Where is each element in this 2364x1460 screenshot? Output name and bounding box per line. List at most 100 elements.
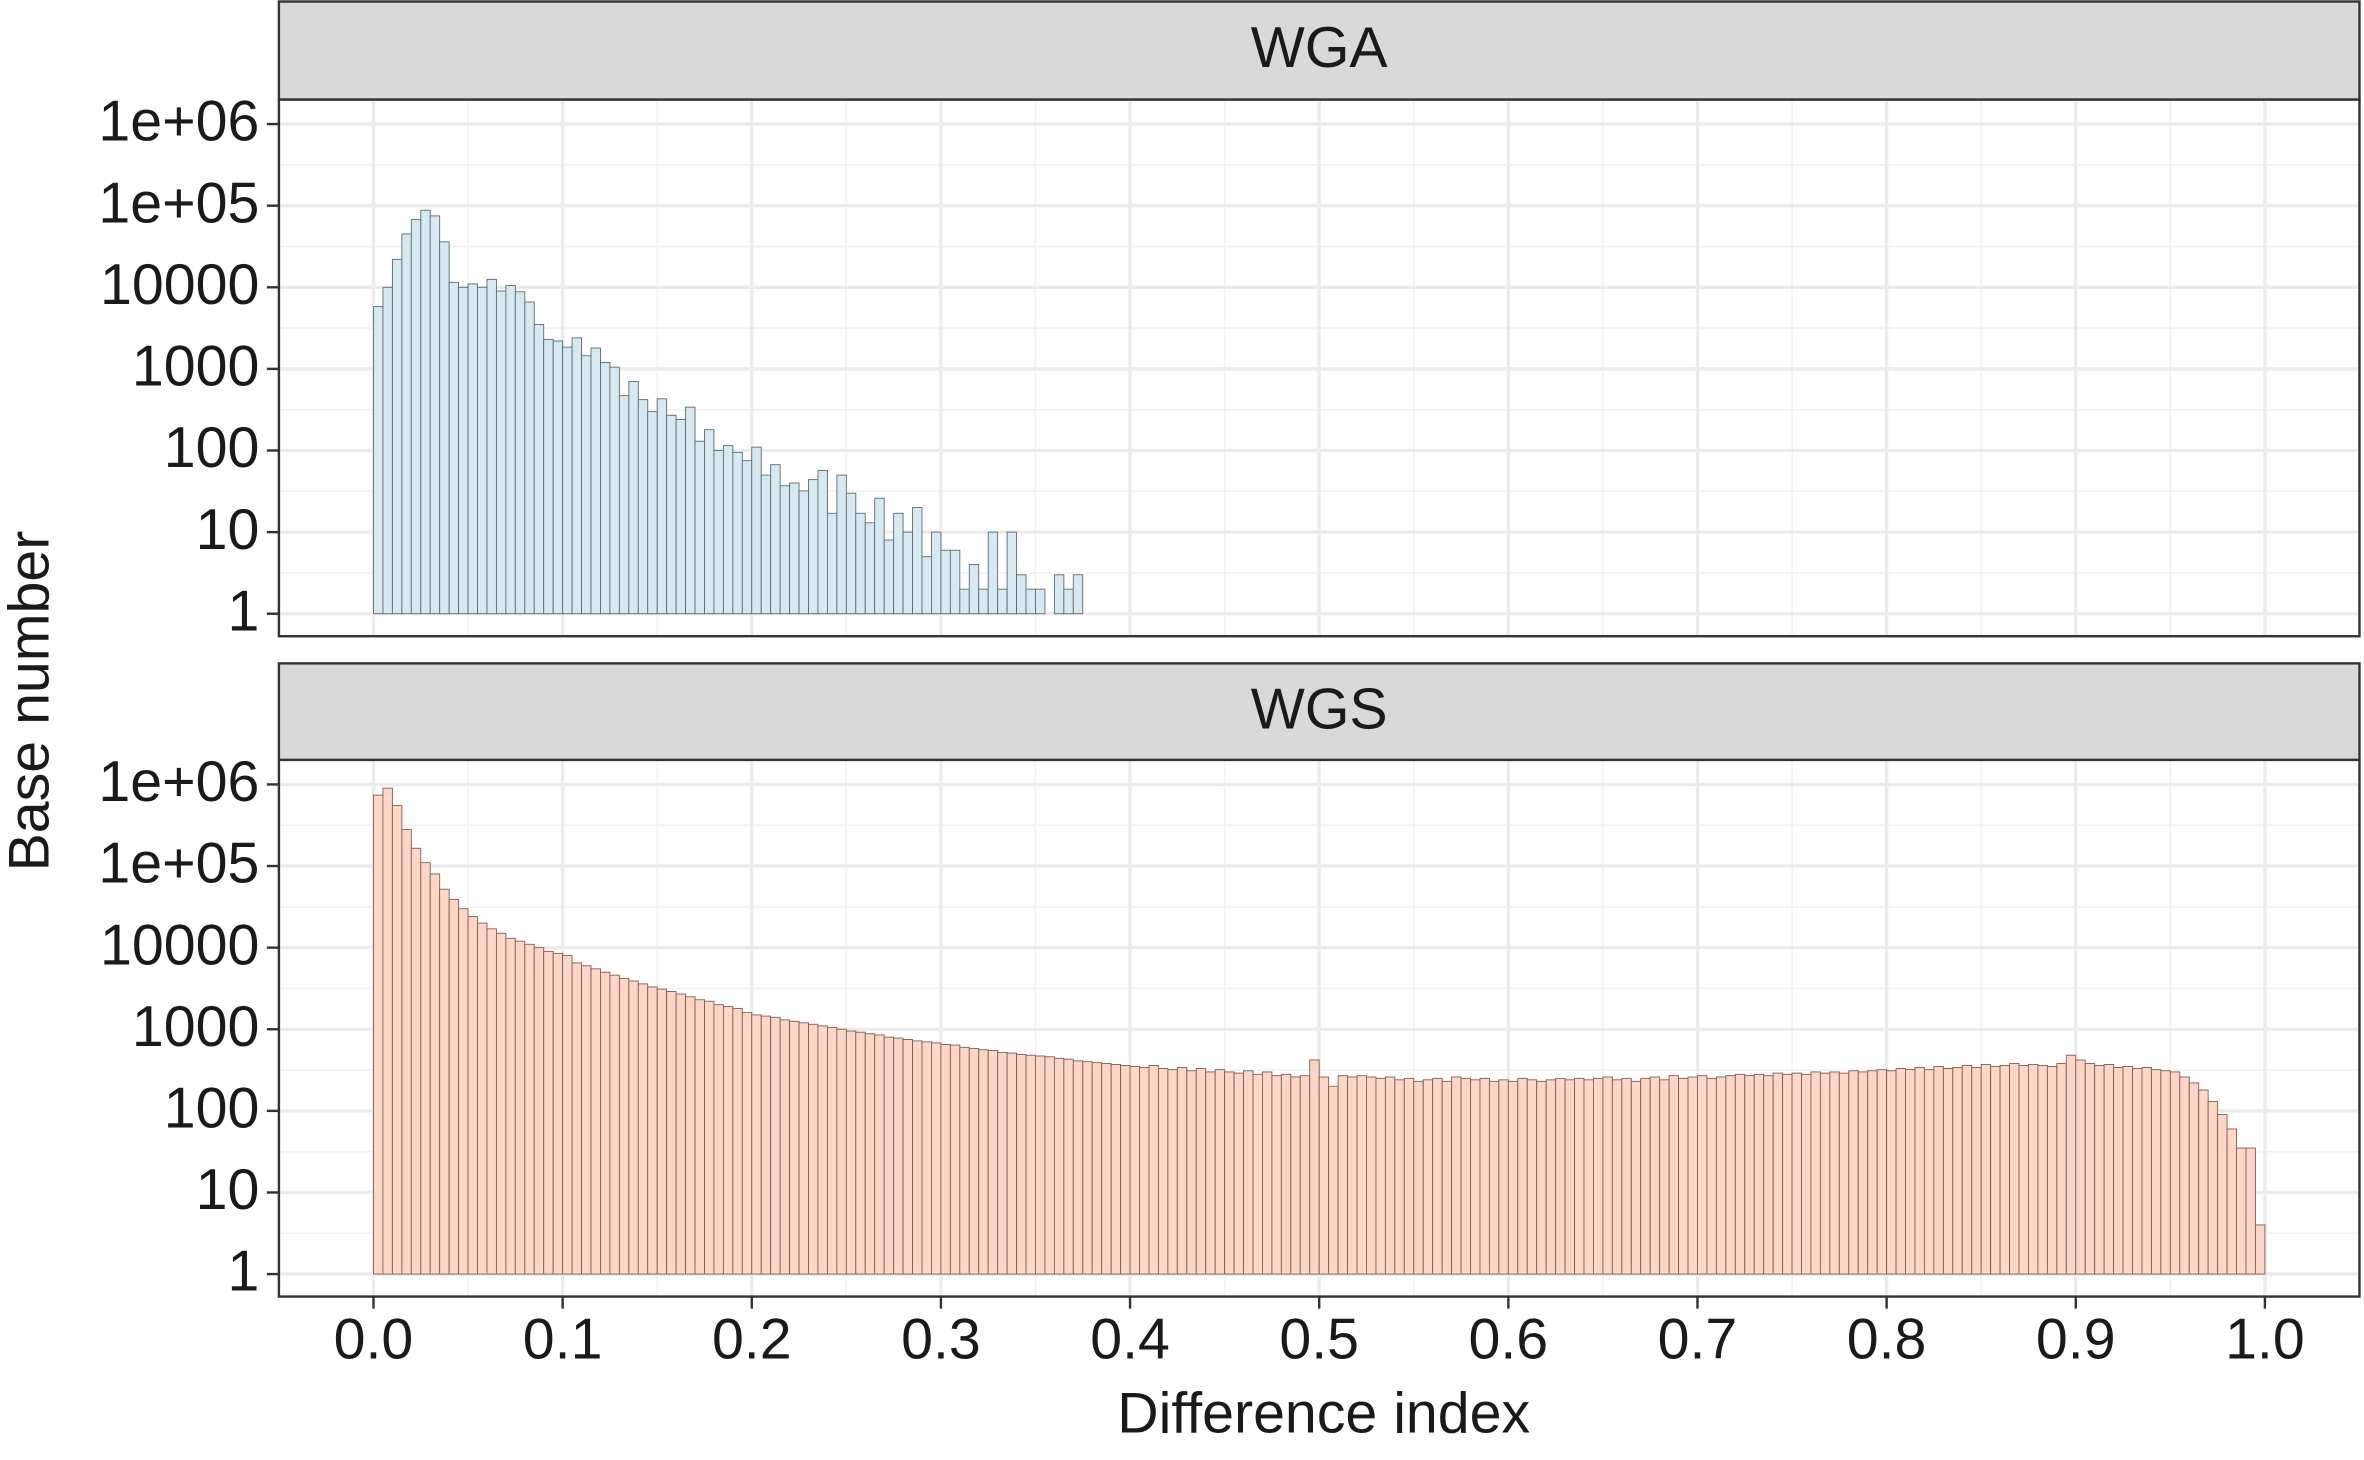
x-tick-label: 0.6 (1469, 1307, 1549, 1371)
bar (1980, 1064, 1992, 1275)
bar (1999, 1065, 2011, 1275)
bar (1148, 1065, 1159, 1275)
bar (1649, 1076, 1661, 1275)
bar (1517, 1077, 1528, 1275)
bar (1555, 1077, 1566, 1275)
bar (1025, 1054, 1036, 1275)
bar (808, 479, 819, 615)
bar (1923, 1069, 1935, 1275)
bar (1659, 1079, 1670, 1275)
bar (1110, 1064, 1122, 1275)
bar (410, 847, 422, 1275)
bar (893, 512, 904, 615)
y-axis-title: Base number (0, 531, 61, 872)
bar (1337, 1075, 1349, 1275)
bar (864, 522, 876, 615)
bar (562, 346, 573, 615)
bar (439, 241, 450, 615)
bar (1971, 1067, 1982, 1275)
bar (477, 922, 488, 1275)
bar (1432, 1077, 1443, 1275)
bar (845, 492, 857, 615)
bar (552, 952, 564, 1275)
facet-title: WGA (1251, 16, 1389, 80)
bar (1347, 1076, 1358, 1275)
bar (1280, 1073, 1292, 1275)
bar (1309, 1059, 1320, 1275)
x-tick-label: 0.9 (2036, 1307, 2116, 1371)
bar (1857, 1071, 1869, 1275)
bar (1243, 1070, 1254, 1275)
bar (864, 1033, 876, 1275)
bar (666, 991, 677, 1275)
bar (495, 932, 507, 1275)
bar (1176, 1067, 1188, 1275)
bar (1640, 1077, 1651, 1275)
bar (1621, 1077, 1632, 1275)
y-tick-label: 1e+05 (98, 171, 259, 235)
bar (590, 347, 601, 615)
bar (1914, 1067, 1925, 1275)
bar (1753, 1073, 1765, 1275)
bar (968, 1048, 980, 1275)
y-tick-label: 10 (196, 498, 260, 562)
bar (1053, 1057, 1065, 1275)
bar (987, 1049, 999, 1275)
bar (1366, 1076, 1377, 1275)
bar (1091, 1062, 1103, 1275)
bar (1072, 1060, 1084, 1275)
y-tick-label: 1e+05 (98, 832, 259, 896)
bar (1592, 1077, 1604, 1275)
bar (987, 531, 999, 615)
bar (1205, 1071, 1216, 1275)
bar (2198, 1089, 2209, 1275)
bar (685, 996, 696, 1275)
bar (1725, 1075, 1736, 1275)
bar (968, 564, 980, 615)
bar (826, 1027, 838, 1275)
bar (2236, 1147, 2247, 1275)
bar (1564, 1079, 1575, 1275)
x-tick-label: 0.4 (1090, 1307, 1170, 1371)
bar (429, 873, 441, 1275)
bar (893, 1037, 904, 1275)
bar (1016, 1054, 1027, 1275)
bar (1157, 1068, 1169, 1275)
bar (704, 1000, 715, 1275)
bar (1801, 1073, 1812, 1275)
bar (656, 398, 668, 615)
bar (1479, 1077, 1490, 1275)
bar (637, 399, 649, 615)
bar (1082, 1061, 1093, 1275)
bar (467, 916, 478, 1275)
y-tick-label: 10000 (100, 253, 259, 317)
bar (618, 395, 630, 615)
bar (789, 482, 800, 615)
bar (628, 381, 639, 615)
bar (2179, 1076, 2190, 1275)
bar (1819, 1072, 1831, 1275)
bar (2056, 1063, 2067, 1275)
bar (921, 556, 932, 615)
bar (675, 419, 687, 615)
bar (912, 507, 923, 615)
bar (581, 965, 592, 1275)
y-tick-label: 1e+06 (98, 750, 259, 814)
bar (685, 406, 696, 615)
bar (2009, 1063, 2020, 1275)
bar (1186, 1070, 1197, 1275)
bar (1072, 574, 1084, 615)
bar (1630, 1080, 1642, 1275)
bar (874, 1034, 885, 1275)
bar (751, 1014, 762, 1275)
bar (1470, 1079, 1481, 1275)
bar (1035, 588, 1046, 615)
bar (420, 209, 431, 615)
bar (883, 1036, 895, 1275)
bar (505, 937, 516, 1275)
bar (1668, 1075, 1680, 1275)
bar (1961, 1065, 1973, 1275)
bar (1611, 1079, 1623, 1275)
bar (373, 794, 384, 1275)
